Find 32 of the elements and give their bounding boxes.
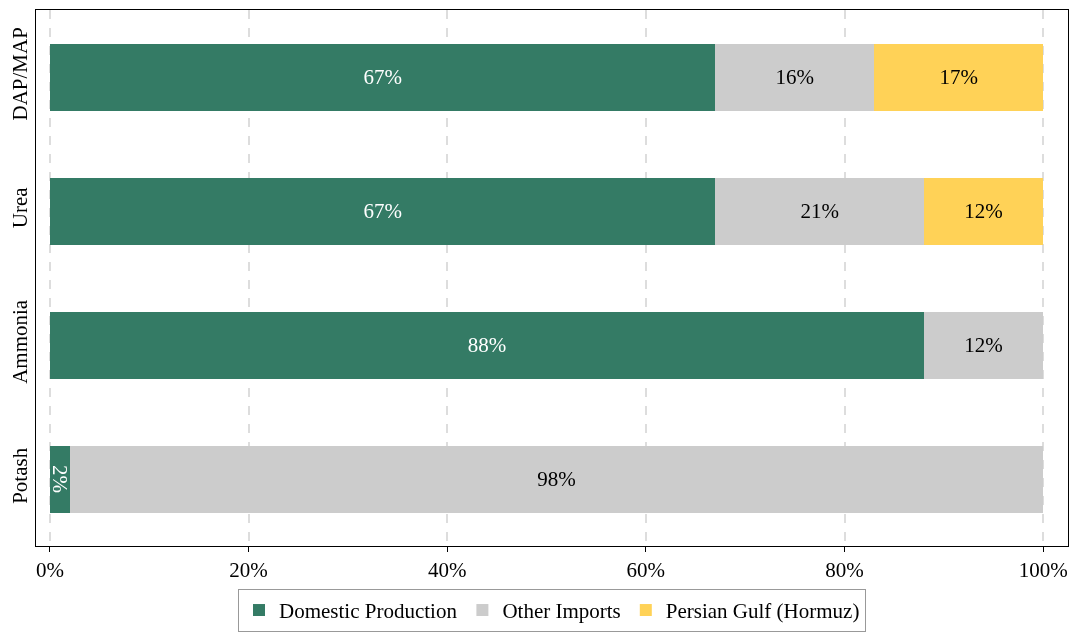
y-tick-label: DAP/MAP xyxy=(7,27,32,121)
bar xyxy=(923,311,1044,379)
y-tick-label: Potash xyxy=(7,447,32,504)
data-label: 98% xyxy=(537,467,576,491)
x-tick-label: 60% xyxy=(626,558,666,583)
bar xyxy=(715,43,875,111)
bar xyxy=(49,43,716,111)
bar xyxy=(874,43,1044,111)
legend-label: Domestic Production xyxy=(279,599,458,624)
x-tick-label: 100% xyxy=(1018,558,1068,583)
data-label: 21% xyxy=(800,199,839,223)
y-tick-label: Urea xyxy=(7,186,32,229)
x-tick-label: 40% xyxy=(427,558,467,583)
data-label: 12% xyxy=(964,199,1003,223)
x-tick-label: 20% xyxy=(229,558,268,583)
y-tick-label: Ammonia xyxy=(7,299,32,384)
bar xyxy=(49,311,924,379)
data-label: 12% xyxy=(964,333,1003,357)
data-label: 2% xyxy=(47,465,72,493)
legend-label: Persian Gulf (Hormuz) xyxy=(665,599,860,624)
data-label: 17% xyxy=(939,65,978,89)
x-tick-label: 0% xyxy=(35,558,64,583)
x-tick-label: 80% xyxy=(825,558,864,583)
legend-label: Other Imports xyxy=(502,599,621,624)
bar xyxy=(715,177,924,245)
bar xyxy=(923,177,1044,245)
bar xyxy=(49,177,716,245)
data-label: 67% xyxy=(363,199,402,223)
bar xyxy=(69,445,1044,513)
data-label: 88% xyxy=(467,333,507,357)
data-label: 67% xyxy=(363,65,402,89)
data-label: 16% xyxy=(775,65,815,89)
